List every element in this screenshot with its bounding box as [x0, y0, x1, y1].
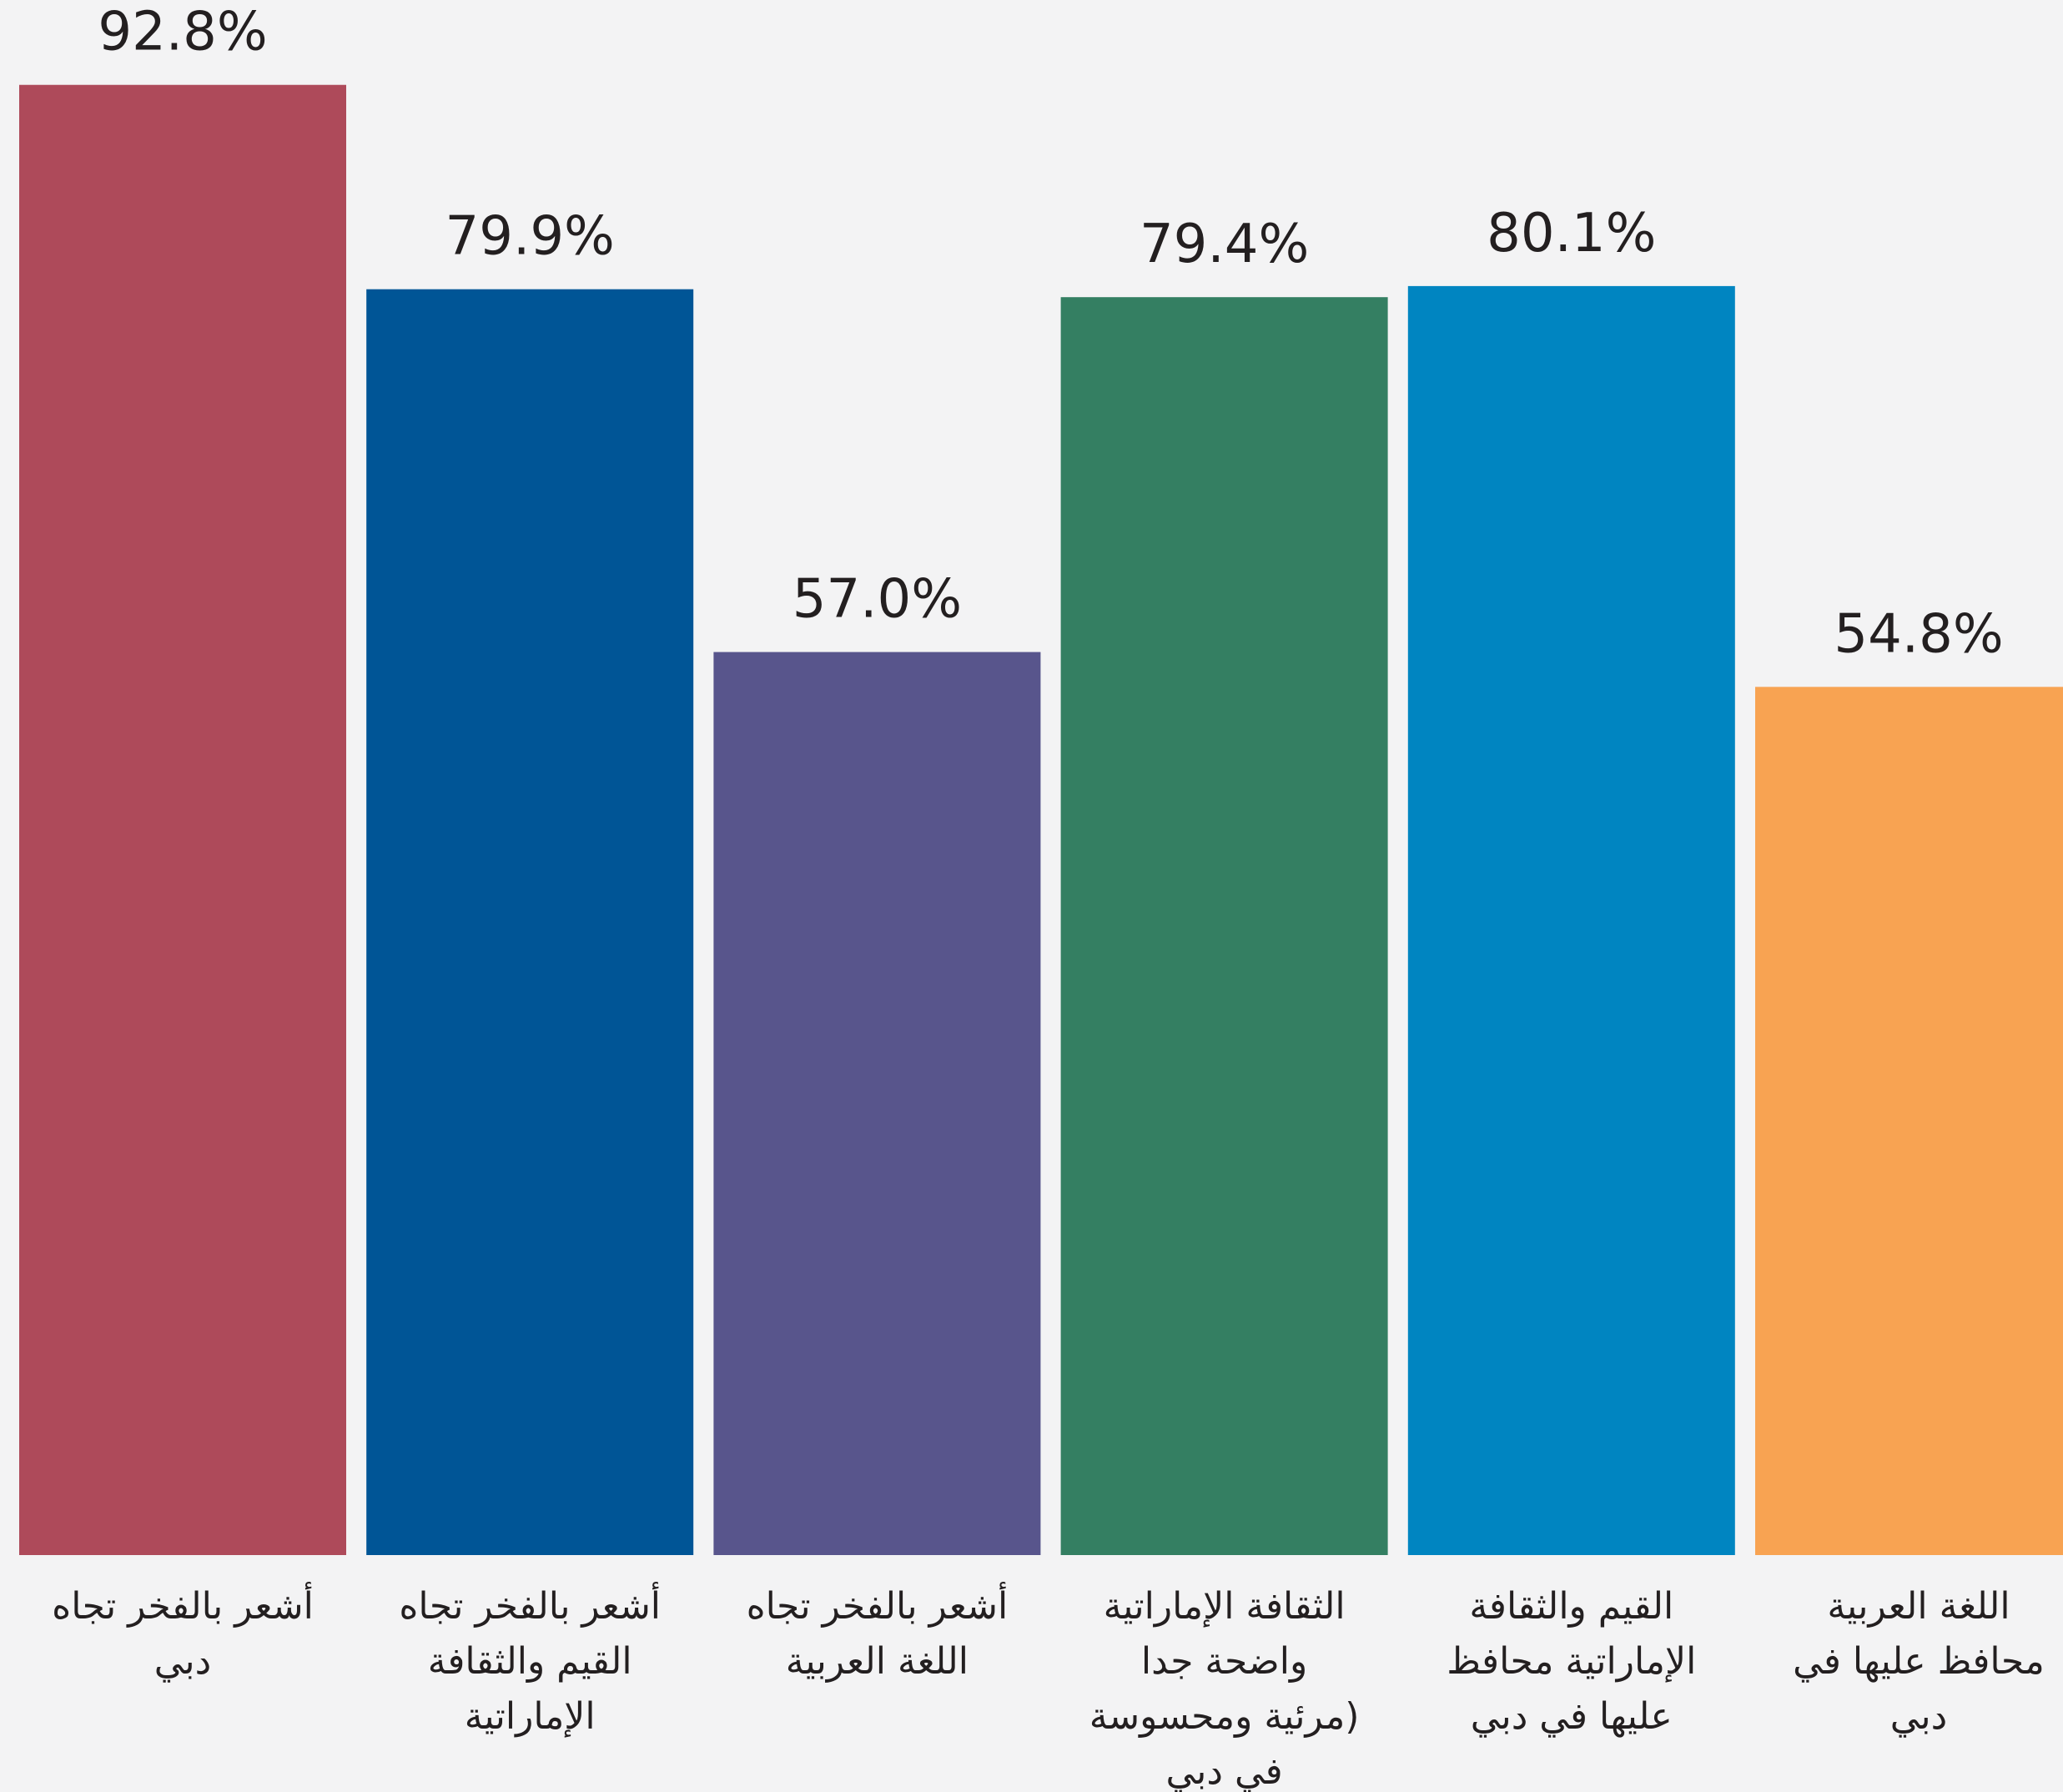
- category-label-4-line-1: الثقافة الإماراتية: [1104, 1585, 1346, 1628]
- category-label-2-line-3: الإماراتية: [465, 1695, 596, 1738]
- category-label-4-line-3: (مرئية ومحسوسة: [1089, 1695, 1360, 1738]
- category-label-1-line-2: دبي: [154, 1640, 212, 1683]
- category-label-5-line-1: القيم والثقافة: [1469, 1585, 1673, 1628]
- category-label-5-line-3: عليها في دبي: [1471, 1695, 1673, 1738]
- value-label-4: 79.4%: [1140, 214, 1309, 275]
- bar-2: [366, 289, 694, 1556]
- category-label-3-line-2: اللغة العربية: [786, 1640, 969, 1683]
- category-label-4-line-2: واضحة جدا: [1141, 1640, 1307, 1683]
- value-label-3: 57.0%: [792, 569, 962, 631]
- category-label-5-line-2: الإماراتية محافظ: [1447, 1640, 1696, 1683]
- category-label-2-line-1: أشعر بالفخر تجاه: [399, 1582, 661, 1628]
- category-label-3-line-1: أشعر بالفخر تجاه: [747, 1582, 1009, 1628]
- category-label-1-line-1: أشعر بالفخر تجاه: [52, 1582, 314, 1628]
- category-label-6-line-1: اللغة العربية: [1827, 1585, 2010, 1628]
- bar-1: [19, 84, 346, 1555]
- bar-5: [1407, 285, 1735, 1555]
- category-label-4-line-4: في دبي: [1165, 1750, 1282, 1792]
- value-label-5: 80.1%: [1487, 203, 1656, 264]
- category-label-2-line-2: القيم والثقافة: [428, 1640, 632, 1683]
- category-labels-group: أشعر بالفخر تجاه دبي أشعر بالفخر تجاه القيم…: [52, 1582, 2045, 1792]
- bar-3: [713, 652, 1041, 1555]
- category-label-6-line-3: دبي: [1890, 1695, 1948, 1738]
- value-label-1: 92.8%: [98, 2, 267, 63]
- bars-group: [19, 84, 2063, 1556]
- value-label-6: 54.8%: [1834, 603, 2003, 665]
- bar-6: [1755, 687, 2063, 1555]
- value-label-2: 79.9%: [445, 206, 615, 268]
- category-label-6-line-2: محافظ عليها في: [1793, 1640, 2045, 1683]
- value-labels-group: 92.8% 79.9% 57.0% 79.4% 80.1% 54.8%: [98, 2, 2003, 666]
- bar-4: [1060, 297, 1388, 1556]
